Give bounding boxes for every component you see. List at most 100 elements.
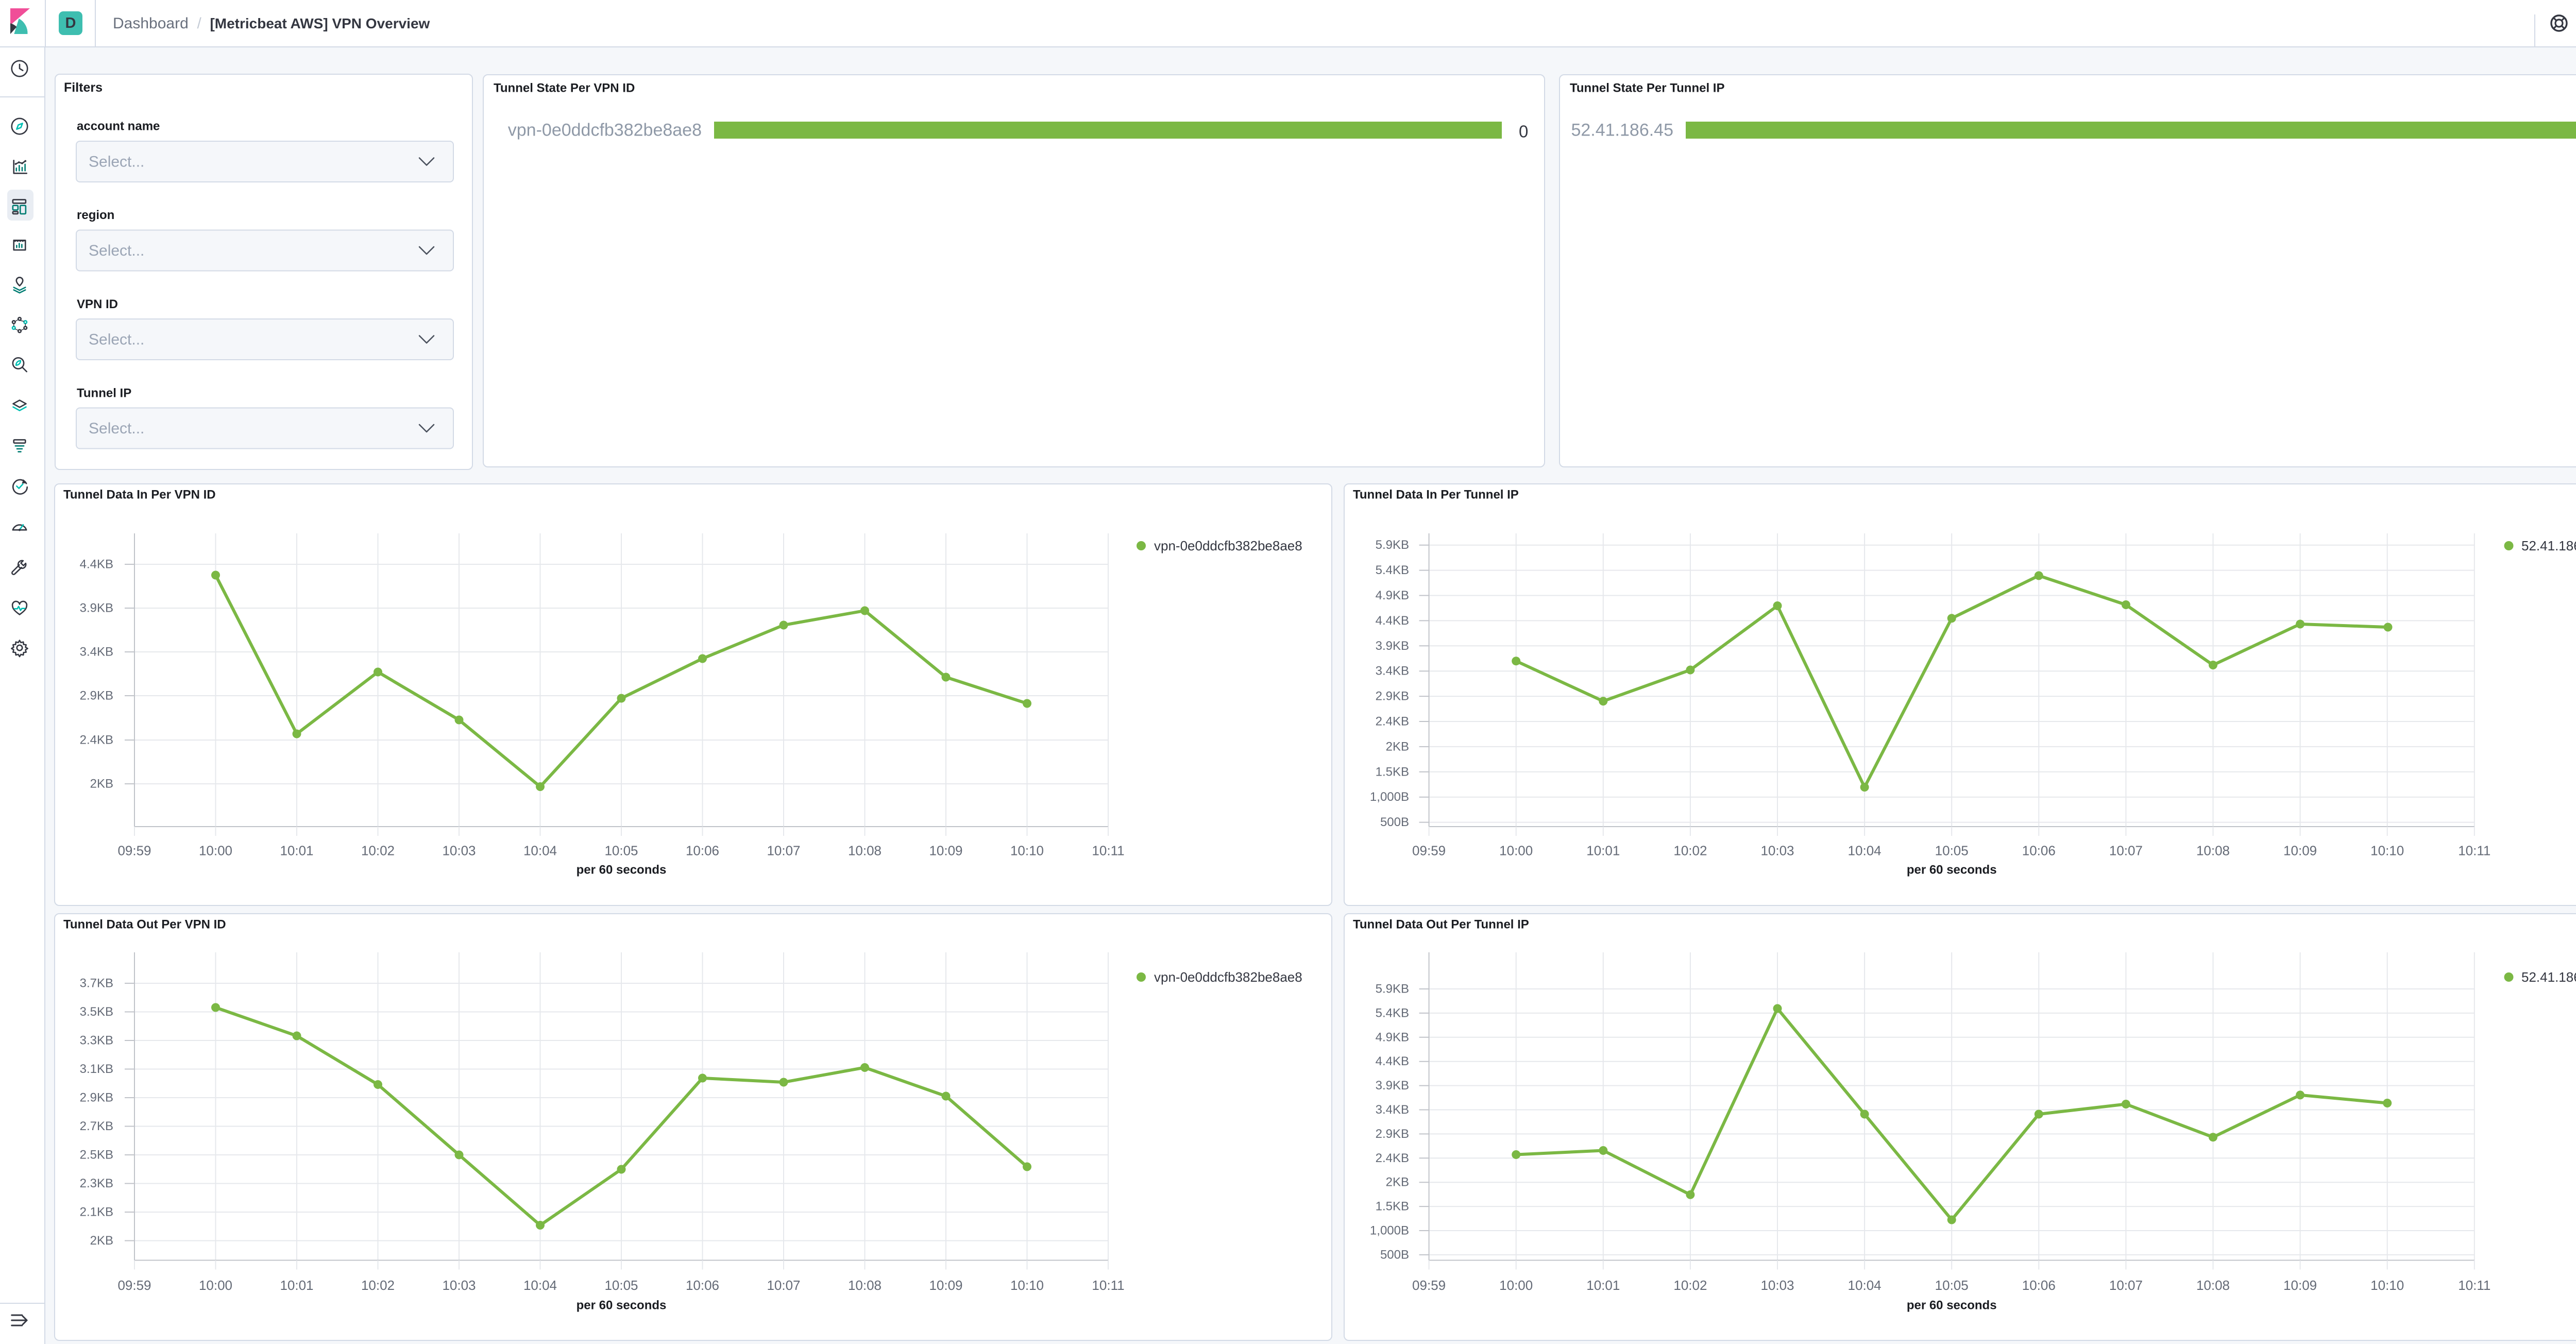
svg-text:Select...: Select... [89,154,144,171]
svg-text:10:06: 10:06 [2022,1278,2056,1293]
svg-text:10:08: 10:08 [848,843,882,859]
svg-text:09:59: 09:59 [1412,1278,1446,1293]
svg-text:10:05: 10:05 [604,1278,638,1293]
svg-text:Filters: Filters [64,80,103,95]
svg-text:Select...: Select... [89,420,144,437]
svg-text:Select...: Select... [89,331,144,348]
svg-text:10:02: 10:02 [361,1278,395,1293]
svg-text:3.7KB: 3.7KB [80,977,113,990]
svg-text:5.9KB: 5.9KB [1376,538,1409,552]
svg-text:10:00: 10:00 [199,843,232,859]
svg-text:10:10: 10:10 [1010,843,1044,859]
svg-text:vpn-0e0ddcfb382be8ae8: vpn-0e0ddcfb382be8ae8 [1154,969,1302,985]
svg-text:0: 0 [1519,122,1528,141]
svg-text:52.41.186.45: 52.41.186.45 [2521,969,2576,985]
svg-text:2.4KB: 2.4KB [1376,715,1409,729]
svg-text:10:08: 10:08 [848,1278,882,1293]
svg-text:3.5KB: 3.5KB [80,1005,113,1019]
svg-text:2KB: 2KB [1386,1175,1409,1189]
svg-text:10:07: 10:07 [2109,843,2143,859]
svg-text:3.3KB: 3.3KB [80,1034,113,1048]
svg-text:2.4KB: 2.4KB [80,733,113,747]
svg-text:10:08: 10:08 [2196,1278,2230,1293]
svg-text:2.9KB: 2.9KB [1376,690,1409,703]
svg-text:10:03: 10:03 [442,843,476,859]
svg-text:4.4KB: 4.4KB [1376,614,1409,628]
svg-text:10:07: 10:07 [2109,1278,2143,1293]
svg-text:2.7KB: 2.7KB [80,1119,113,1133]
svg-text:per 60 seconds: per 60 seconds [577,1299,667,1313]
svg-text:4.4KB: 4.4KB [80,558,113,572]
svg-text:Tunnel IP: Tunnel IP [77,387,131,400]
svg-text:2.9KB: 2.9KB [80,1091,113,1105]
svg-text:4.4KB: 4.4KB [1376,1054,1409,1068]
svg-text:3.9KB: 3.9KB [1376,639,1409,653]
svg-text:10:02: 10:02 [1673,843,1707,859]
svg-text:1,000B: 1,000B [1370,790,1409,804]
svg-text:10:03: 10:03 [442,1278,476,1293]
svg-text:10:04: 10:04 [523,843,557,859]
svg-text:10:06: 10:06 [2022,843,2056,859]
svg-text:4.9KB: 4.9KB [1376,589,1409,602]
svg-text:1,000B: 1,000B [1370,1224,1409,1238]
svg-text:10:07: 10:07 [767,843,800,859]
svg-text:10:03: 10:03 [1760,843,1794,859]
svg-text:500B: 500B [1380,815,1409,829]
svg-text:10:01: 10:01 [280,843,313,859]
svg-text:10:02: 10:02 [1673,1278,1707,1293]
svg-text:10:05: 10:05 [604,843,638,859]
svg-text:3.9KB: 3.9KB [1376,1079,1409,1093]
svg-text:10:00: 10:00 [1499,843,1533,859]
svg-text:3.9KB: 3.9KB [80,601,113,615]
svg-text:Tunnel State Per Tunnel IP: Tunnel State Per Tunnel IP [1570,81,1724,95]
svg-text:2.5KB: 2.5KB [80,1148,113,1162]
svg-text:10:09: 10:09 [2283,843,2317,859]
svg-text:10:11: 10:11 [2458,843,2490,859]
svg-text:2.4KB: 2.4KB [1376,1151,1409,1165]
svg-text:2KB: 2KB [1386,740,1409,753]
svg-text:Tunnel Data Out Per Tunnel IP: Tunnel Data Out Per Tunnel IP [1353,918,1529,932]
svg-text:10:11: 10:11 [1092,1278,1124,1293]
svg-text:10:06: 10:06 [686,843,719,859]
svg-text:10:00: 10:00 [1499,1278,1533,1293]
svg-text:2.9KB: 2.9KB [80,689,113,703]
svg-text:5.4KB: 5.4KB [1376,1006,1409,1020]
svg-text:Tunnel State Per VPN ID: Tunnel State Per VPN ID [494,81,635,95]
svg-text:VPN ID: VPN ID [77,297,118,311]
svg-text:5.4KB: 5.4KB [1376,563,1409,577]
svg-text:10:10: 10:10 [1010,1278,1044,1293]
svg-text:3.4KB: 3.4KB [1376,1103,1409,1117]
svg-text:per 60 seconds: per 60 seconds [1907,1299,1997,1313]
svg-text:5.9KB: 5.9KB [1376,982,1409,996]
svg-text:vpn-0e0ddcfb382be8ae8: vpn-0e0ddcfb382be8ae8 [508,121,702,140]
svg-text:account name: account name [77,120,160,133]
svg-text:1.5KB: 1.5KB [1376,1200,1409,1214]
svg-text:52.41.186.45: 52.41.186.45 [2521,538,2576,553]
svg-text:10:01: 10:01 [1586,843,1620,859]
svg-text:per 60 seconds: per 60 seconds [1907,863,1997,877]
svg-text:10:05: 10:05 [1935,1278,1969,1293]
svg-text:2.9KB: 2.9KB [1376,1127,1409,1141]
svg-text:2KB: 2KB [90,1234,113,1248]
svg-text:09:59: 09:59 [1412,843,1446,859]
svg-text:10:09: 10:09 [929,1278,962,1293]
svg-text:10:08: 10:08 [2196,843,2230,859]
svg-text:3.4KB: 3.4KB [80,645,113,659]
svg-text:10:04: 10:04 [1848,1278,1882,1293]
svg-text:Tunnel Data Out Per VPN ID: Tunnel Data Out Per VPN ID [63,918,226,932]
svg-text:2.3KB: 2.3KB [80,1177,113,1190]
svg-text:2KB: 2KB [90,777,113,791]
svg-text:10:10: 10:10 [2370,843,2404,859]
svg-text:09:59: 09:59 [117,843,151,859]
svg-text:1.5KB: 1.5KB [1376,765,1409,779]
svg-text:10:03: 10:03 [1760,1278,1794,1293]
svg-text:3.1KB: 3.1KB [80,1062,113,1076]
svg-text:Tunnel Data In Per Tunnel IP: Tunnel Data In Per Tunnel IP [1353,488,1519,502]
svg-text:10:01: 10:01 [1586,1278,1620,1293]
svg-text:500B: 500B [1380,1248,1409,1262]
svg-text:10:06: 10:06 [686,1278,719,1293]
svg-text:10:09: 10:09 [2283,1278,2317,1293]
svg-text:10:11: 10:11 [1092,843,1124,859]
svg-text:10:01: 10:01 [280,1278,313,1293]
svg-text:Select...: Select... [89,242,144,259]
